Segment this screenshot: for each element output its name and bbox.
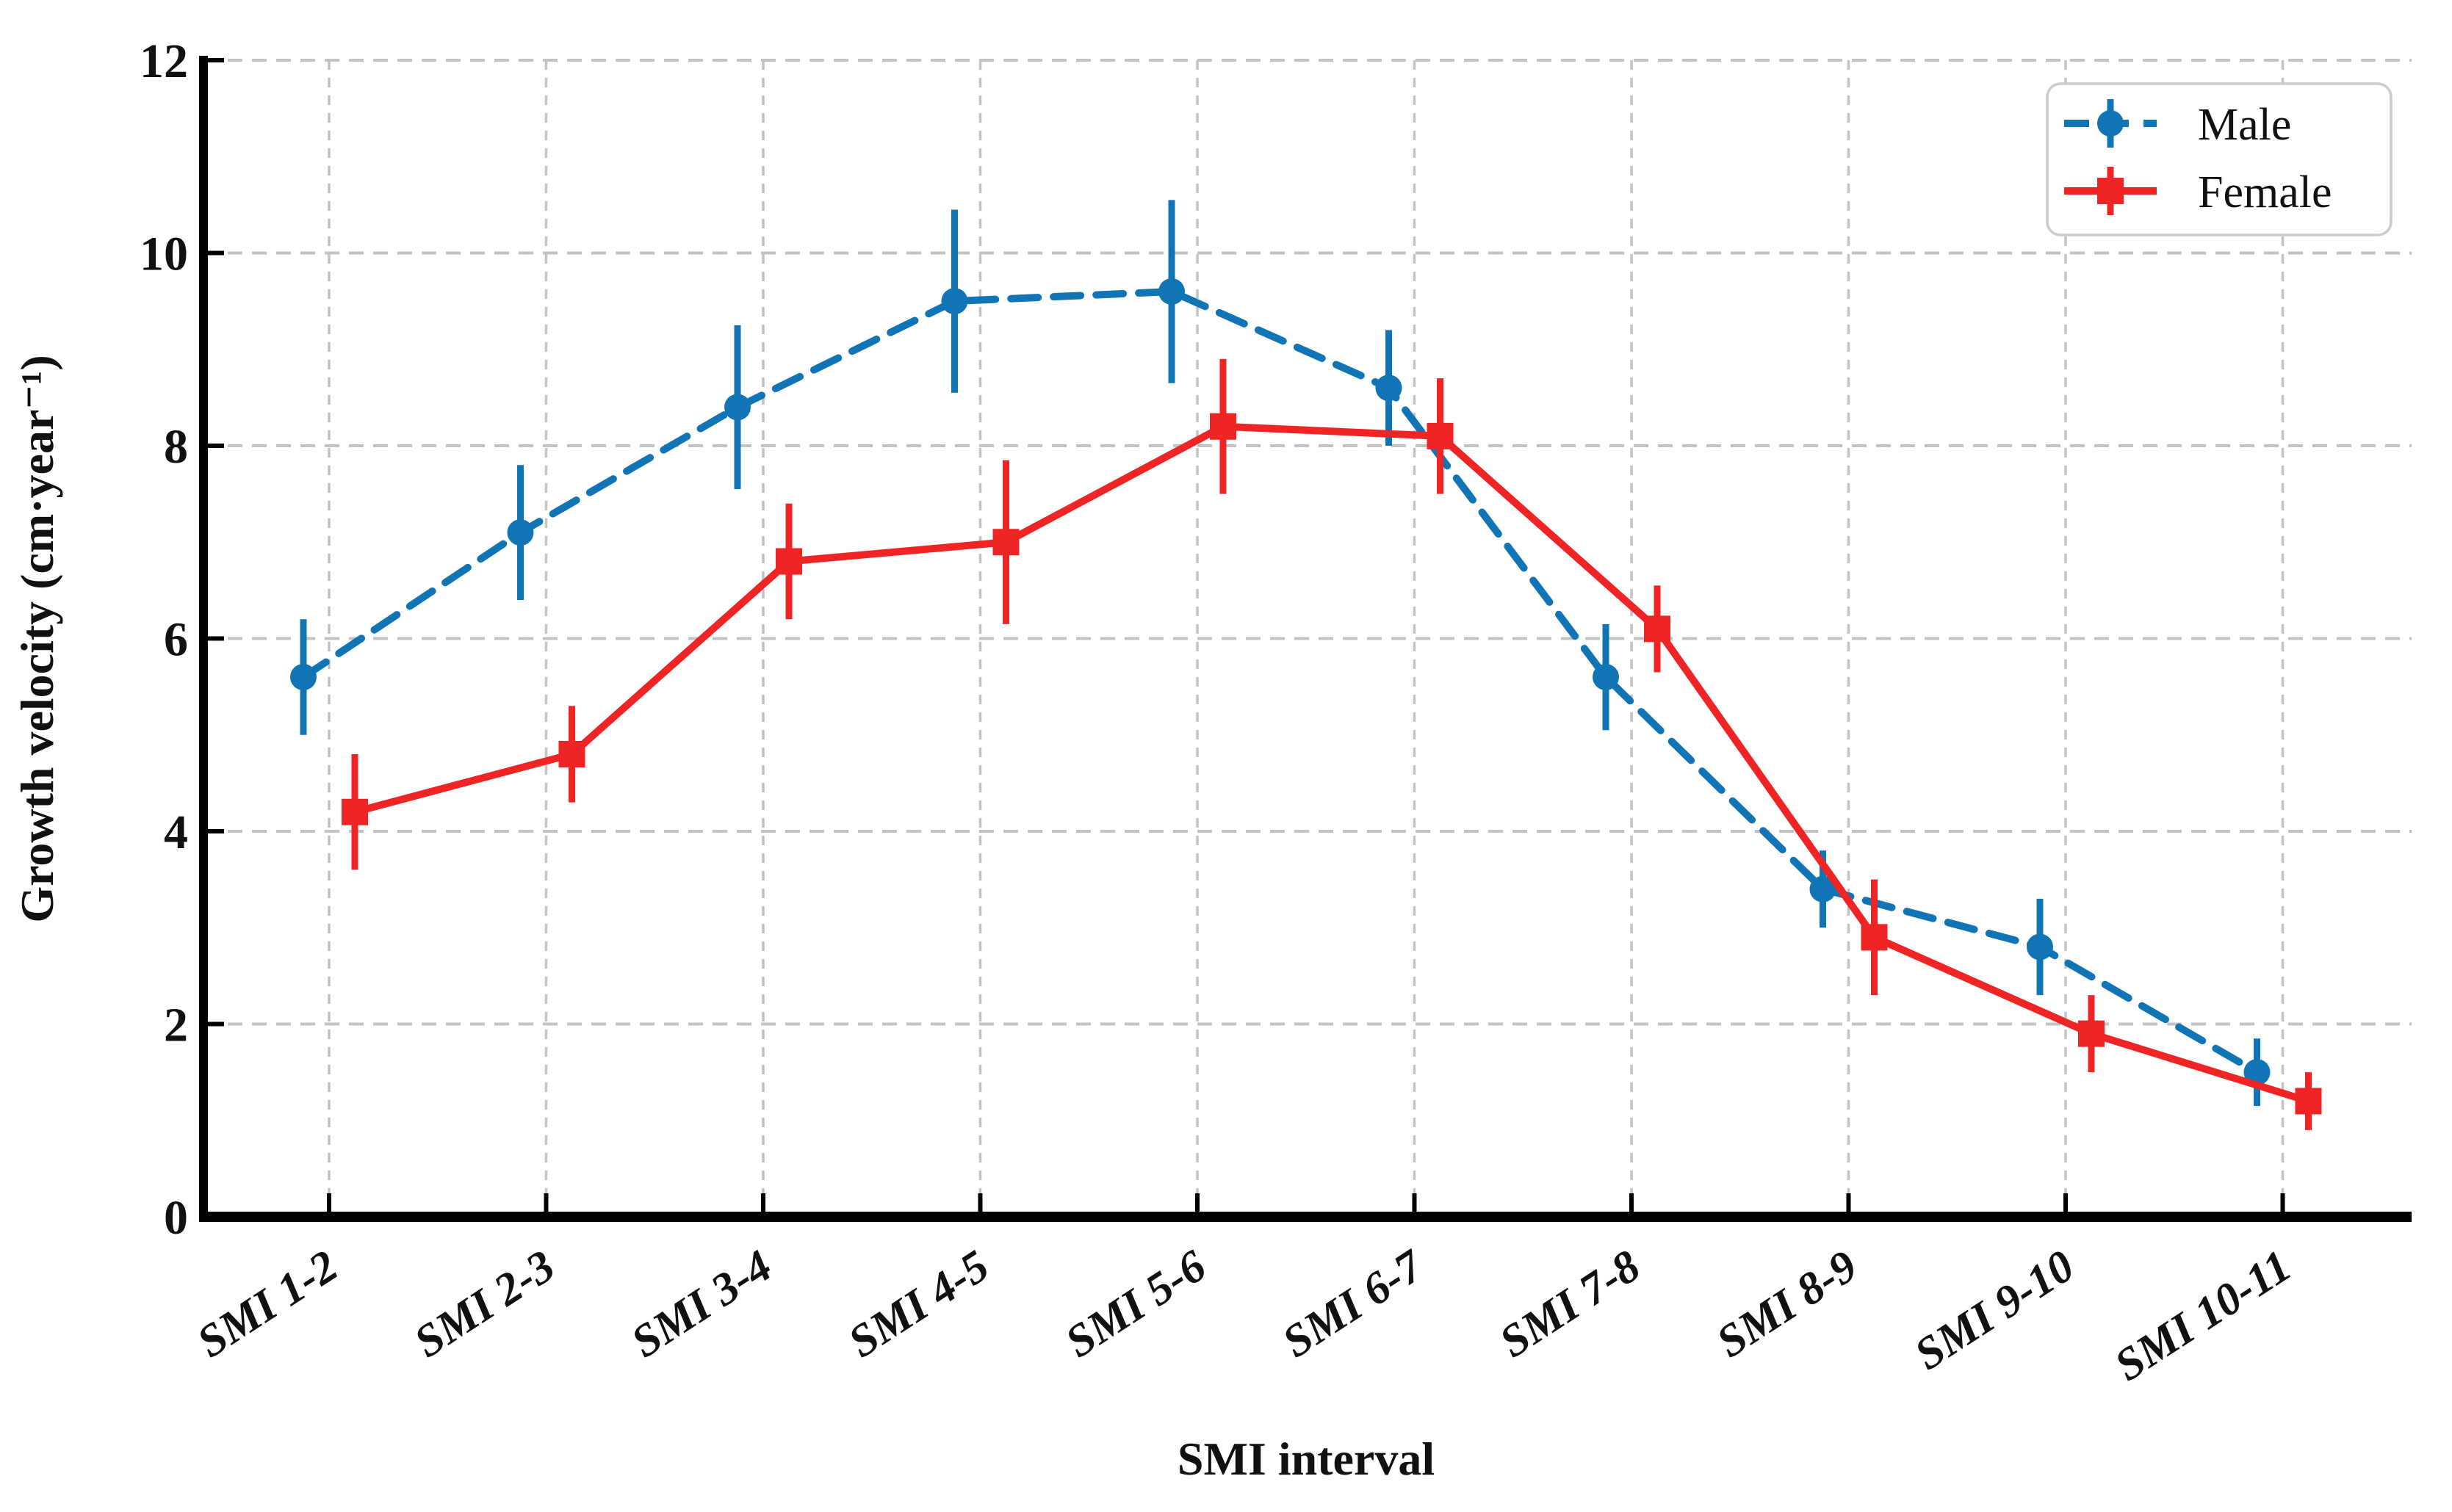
legend-entry-male: Male: [2064, 99, 2291, 150]
y-axis-title: Growth velocity (cm·year⁻¹): [11, 355, 63, 922]
male-marker: [724, 394, 751, 421]
y-tick-label: 2: [164, 999, 188, 1052]
male-marker: [2243, 1059, 2271, 1086]
male-marker: [1809, 875, 1836, 903]
x-tick-label: SMI 2-3: [405, 1241, 563, 1367]
male-marker: [1593, 664, 1619, 690]
female-marker: [1427, 422, 1454, 449]
y-tick-label: 4: [164, 806, 188, 859]
grid-layer: [203, 59, 2412, 1217]
male-marker: [941, 288, 968, 315]
series-layer: [290, 200, 2322, 1130]
female-marker: [1210, 413, 1236, 440]
x-tick-label: SMI 3-4: [623, 1241, 781, 1367]
female-marker: [1644, 615, 1670, 643]
male-marker: [290, 664, 317, 690]
x-tick-label: SMI 1-2: [189, 1241, 347, 1367]
female-marker: [558, 741, 585, 767]
legend-layer: Male Female: [2046, 82, 2392, 236]
male-series: [290, 200, 2271, 1107]
female-marker: [992, 529, 1020, 556]
female-marker: [342, 798, 368, 825]
male-marker: [507, 519, 534, 546]
y-tick-label: 0: [164, 1191, 188, 1245]
male-line: [300, 288, 2261, 1077]
x-tick-label: SMI 9-10: [1906, 1241, 2083, 1380]
male-marker: [1375, 375, 1402, 402]
legend-marker-male-icon: [2097, 110, 2124, 137]
y-tick-label: 12: [140, 35, 188, 88]
x-tick-label: SMI 8-9: [1708, 1241, 1866, 1367]
x-tick-label: SMI 10-11: [2106, 1241, 2300, 1391]
legend-marker-female-icon: [2097, 178, 2124, 204]
female-marker: [1861, 924, 1888, 951]
x-tick-label: SMI 6-7: [1274, 1240, 1433, 1367]
x-tick-label: SMI 5-6: [1057, 1241, 1215, 1367]
y-tick-label: 10: [140, 228, 188, 281]
legend-label-male: Male: [2198, 100, 2291, 150]
y-tick-label: 6: [164, 613, 188, 667]
legend-box: [2046, 82, 2392, 236]
female-marker: [2078, 1020, 2105, 1047]
legend-entry-female: Female: [2064, 167, 2332, 217]
x-axis-title: SMI interval: [1178, 1433, 1435, 1485]
x-tick-label: SMI 4-5: [840, 1241, 998, 1367]
x-tick-label: SMI 7-8: [1491, 1241, 1649, 1367]
axis-layer: 0 2 4 6 8 10 12 SMI 1-2 SMI 2-3 SMI 3-4 SMI 4-5 SMI…: [140, 35, 2412, 1391]
female-line: [351, 422, 2312, 1105]
female-marker: [776, 548, 802, 575]
y-tick-label: 8: [164, 420, 188, 474]
male-marker: [1158, 278, 1185, 305]
legend-label-female: Female: [2198, 167, 2332, 217]
female-marker: [2295, 1088, 2322, 1115]
male-marker: [2027, 933, 2053, 961]
female-series: [342, 358, 2322, 1130]
